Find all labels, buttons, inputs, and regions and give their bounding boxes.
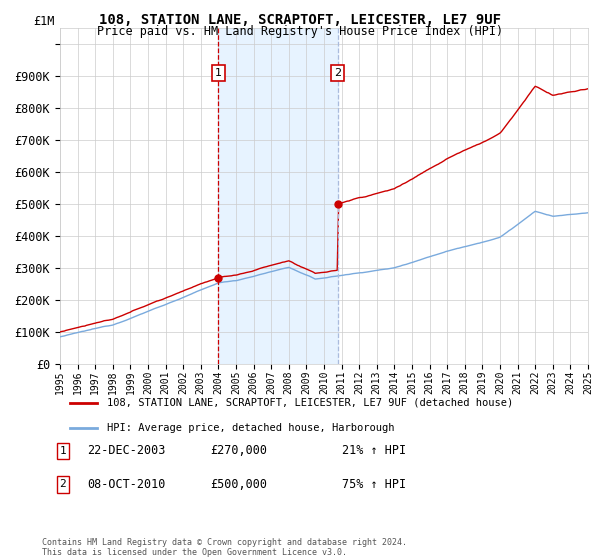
Text: Price paid vs. HM Land Registry's House Price Index (HPI): Price paid vs. HM Land Registry's House … [97, 25, 503, 38]
Text: £500,000: £500,000 [210, 478, 267, 491]
Text: 08-OCT-2010: 08-OCT-2010 [87, 478, 166, 491]
Text: 1: 1 [59, 446, 67, 456]
Text: 108, STATION LANE, SCRAPTOFT, LEICESTER, LE7 9UF (detached house): 108, STATION LANE, SCRAPTOFT, LEICESTER,… [107, 398, 513, 408]
Text: HPI: Average price, detached house, Harborough: HPI: Average price, detached house, Harb… [107, 422, 394, 432]
Text: 21% ↑ HPI: 21% ↑ HPI [342, 444, 406, 458]
Text: 2: 2 [334, 68, 341, 78]
Text: 108, STATION LANE, SCRAPTOFT, LEICESTER, LE7 9UF: 108, STATION LANE, SCRAPTOFT, LEICESTER,… [99, 13, 501, 27]
Text: £270,000: £270,000 [210, 444, 267, 458]
Text: £1M: £1M [34, 15, 55, 28]
Text: 2: 2 [59, 479, 67, 489]
Text: Contains HM Land Registry data © Crown copyright and database right 2024.
This d: Contains HM Land Registry data © Crown c… [42, 538, 407, 557]
Text: 75% ↑ HPI: 75% ↑ HPI [342, 478, 406, 491]
Text: 22-DEC-2003: 22-DEC-2003 [87, 444, 166, 458]
Text: 1: 1 [215, 68, 222, 78]
Bar [218, 28, 338, 364]
